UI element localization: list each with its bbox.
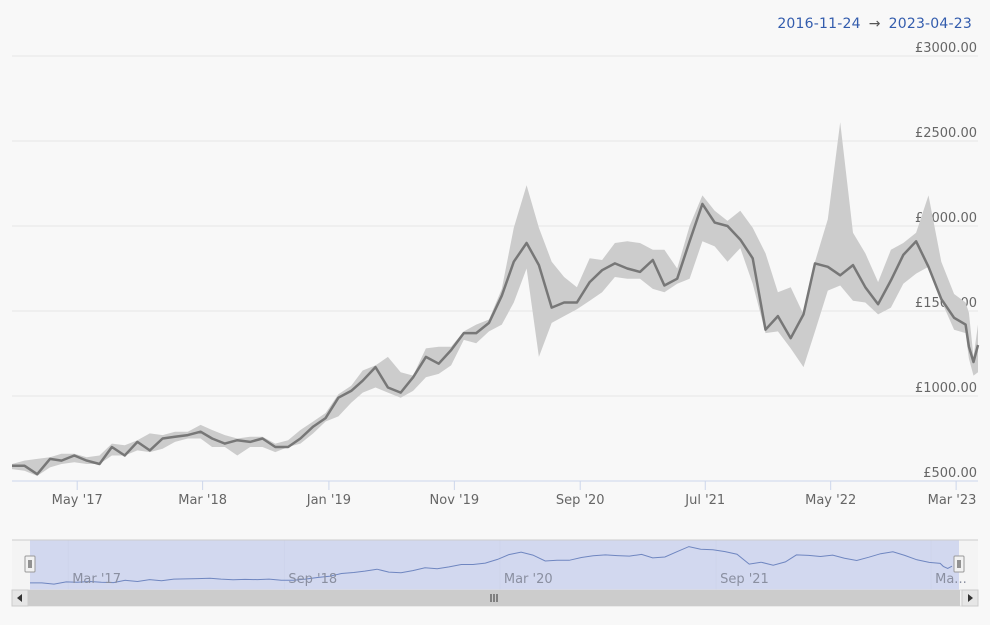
range-arrow: → <box>868 16 881 32</box>
x-tick-label: Mar '18 <box>178 493 227 508</box>
x-tick-label: May '17 <box>52 493 103 508</box>
y-tick-label: £2500.00 <box>915 126 977 141</box>
navigator-tick-label: Mar '20 <box>504 572 553 587</box>
price-line <box>12 202 980 476</box>
range-label: 2016-11-24 → 2023-04-23 <box>777 16 972 32</box>
y-tick-label: £500.00 <box>923 466 977 481</box>
navigator-mask[interactable] <box>30 540 959 590</box>
y-tick-label: £3000.00 <box>915 41 977 56</box>
navigator-tick-label: Sep '18 <box>288 572 337 587</box>
x-tick-label: Sep '20 <box>556 493 605 508</box>
navigator-handle-left[interactable] <box>24 555 36 573</box>
navigator[interactable]: Mar '17 Sep '18 Mar '20 Sep '21 Ma... <box>12 539 978 590</box>
x-tick-label: Jan '19 <box>306 493 351 508</box>
right-arrow-icon <box>968 594 973 602</box>
scrollbar-left-button[interactable] <box>11 589 29 607</box>
navigator-series <box>30 546 953 585</box>
navigator-tick-label: Sep '21 <box>720 572 769 587</box>
range-to: 2023-04-23 <box>888 16 972 32</box>
left-arrow-icon <box>17 594 22 602</box>
navigator-labels: Mar '17 Sep '18 Mar '20 Sep '21 Ma... <box>72 572 967 587</box>
x-tick-label: Mar '23 <box>928 493 977 508</box>
navigator-tick-label: Ma... <box>935 572 967 587</box>
navigator-tick-label: Mar '17 <box>72 572 121 587</box>
x-tick-label: May '22 <box>805 493 856 508</box>
price-range-band <box>12 122 978 476</box>
scrollbar-right-button[interactable] <box>961 589 979 607</box>
x-axis-labels: May '17 Mar '18 Jan '19 Nov '19 Sep '20 Jul '… <box>52 481 977 508</box>
scrollbar[interactable] <box>11 589 979 607</box>
x-tick-label: Jul '21 <box>684 493 725 508</box>
x-tick-label: Nov '19 <box>430 493 480 508</box>
range-from: 2016-11-24 <box>777 16 861 32</box>
scrollbar-grip-icon[interactable] <box>490 594 498 602</box>
navigator-handle-right[interactable] <box>953 555 965 573</box>
y-tick-label: £1000.00 <box>915 381 977 396</box>
